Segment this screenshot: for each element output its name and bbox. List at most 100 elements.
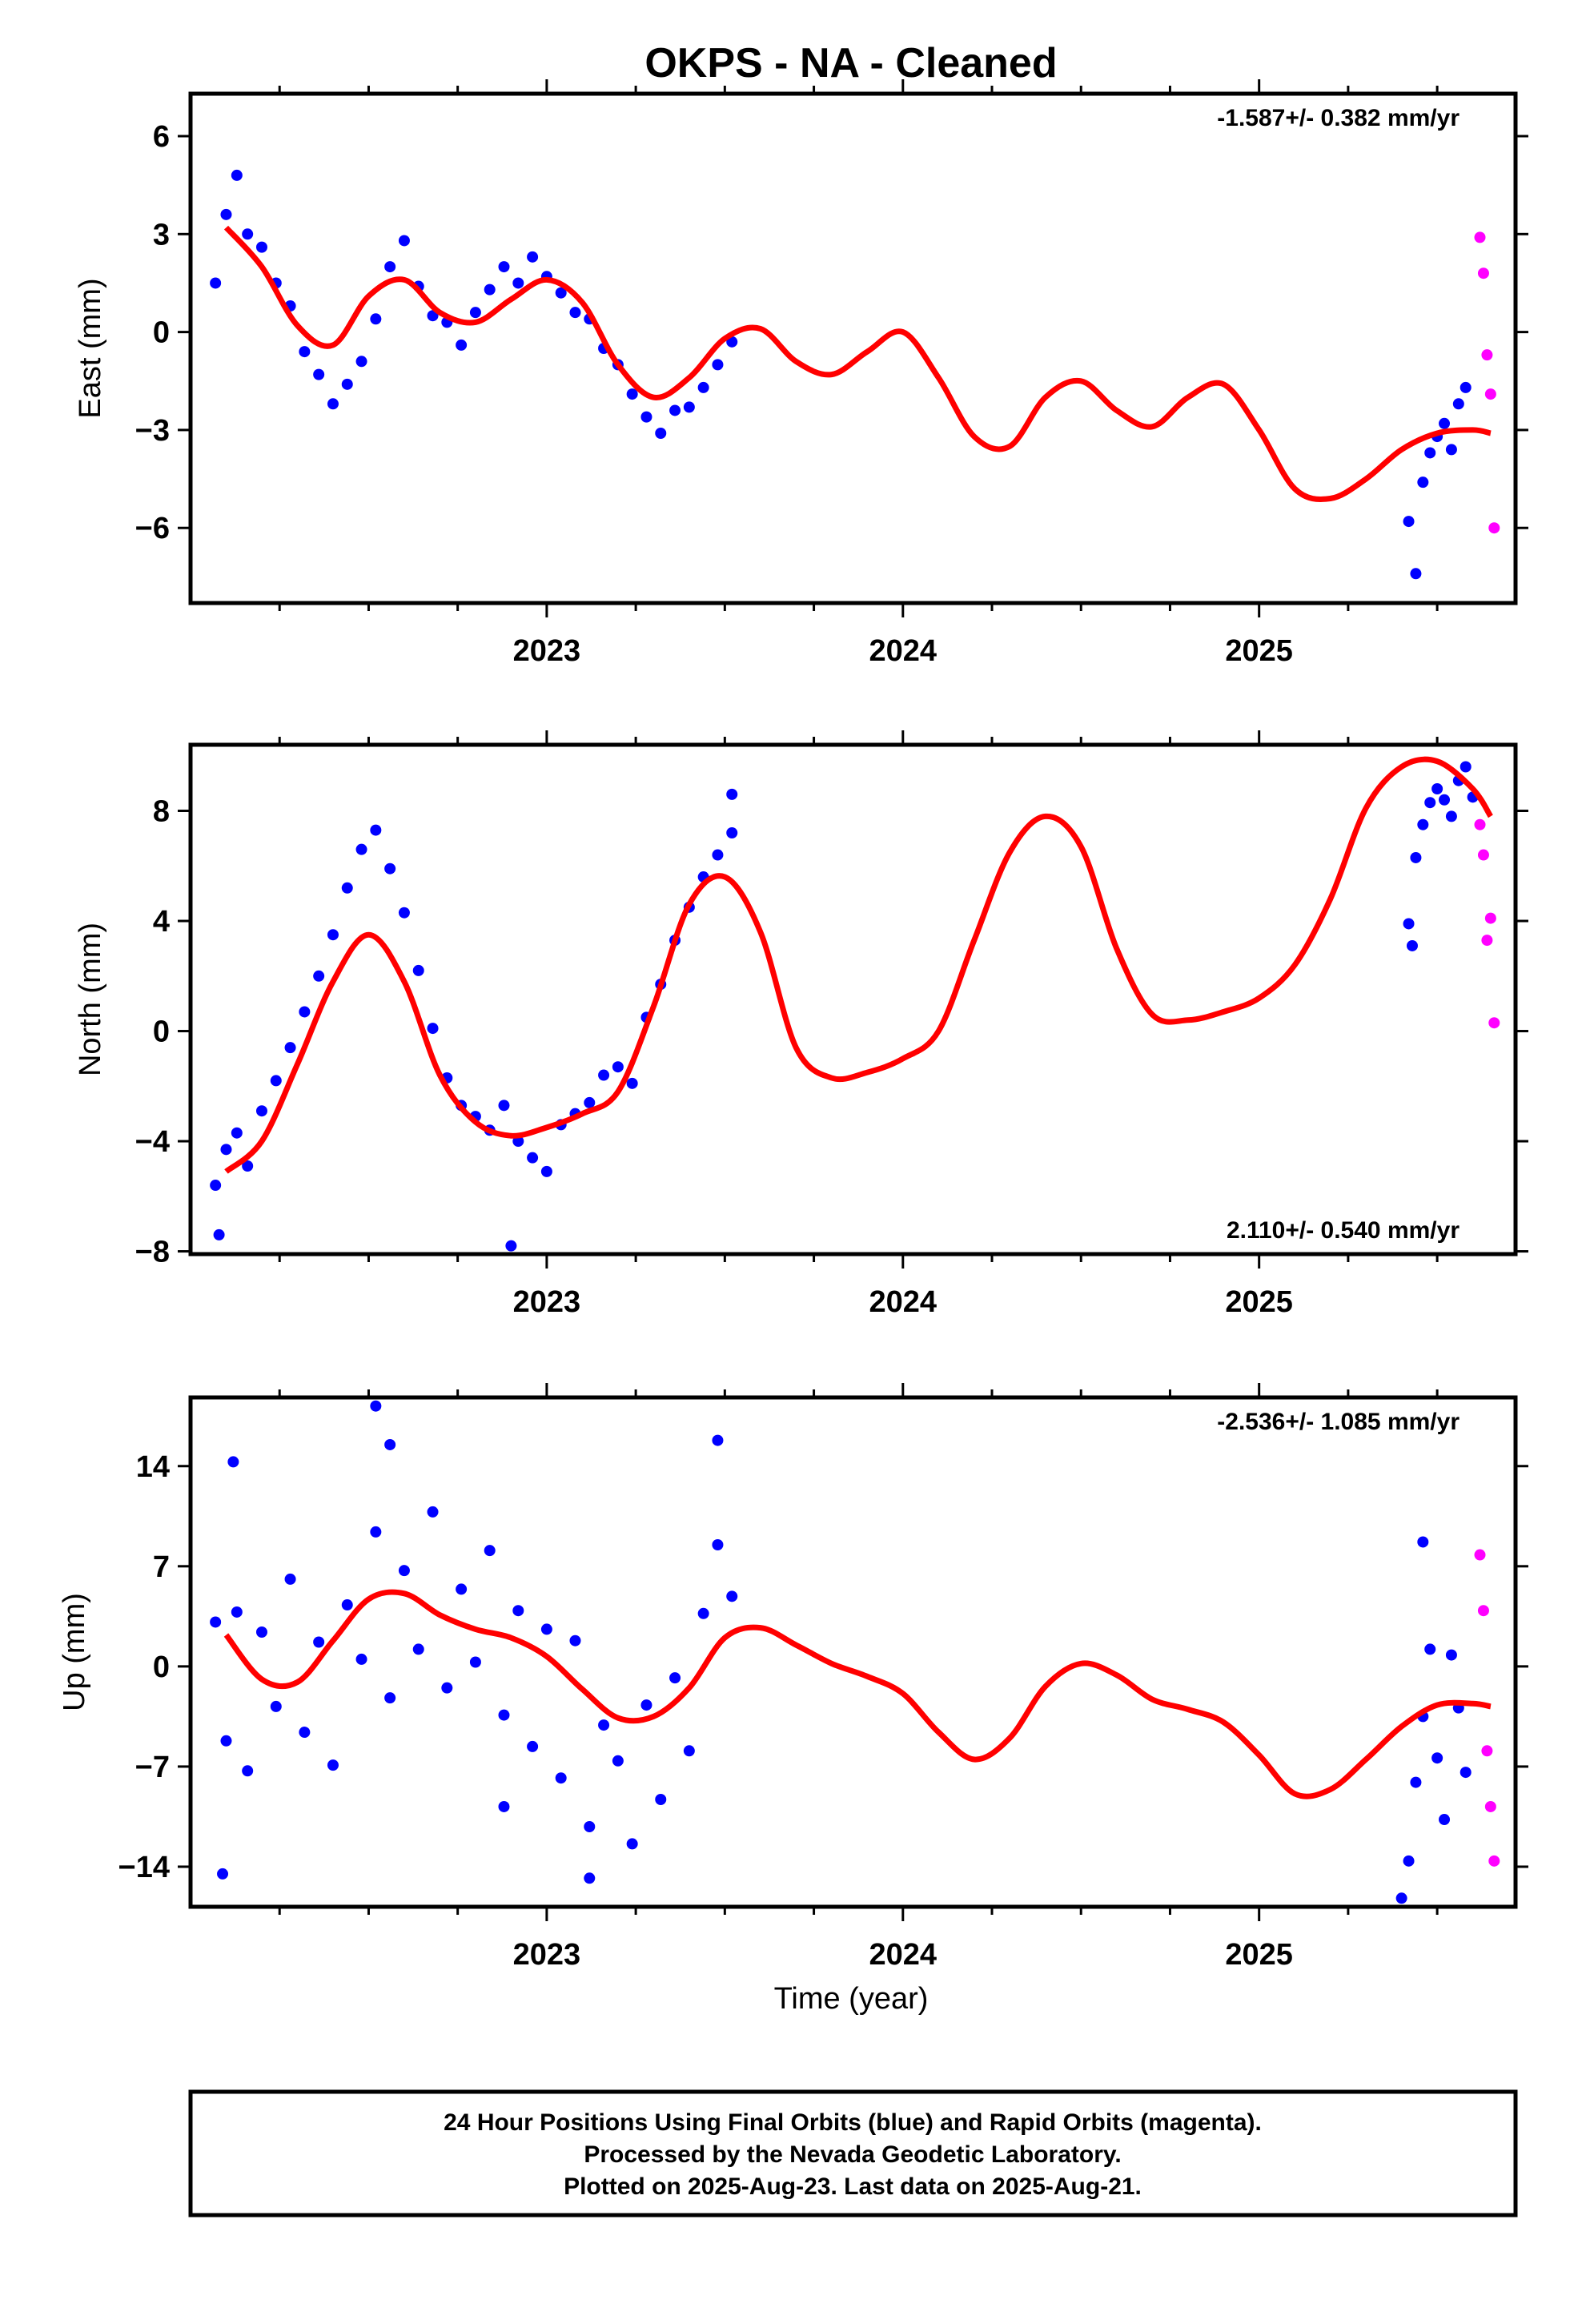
up-final-point [255,1626,267,1638]
up-final-point [669,1672,681,1684]
east-final-point [398,235,410,247]
east-rapid-point [1481,349,1493,361]
footer-line-1: 24 Hour Positions Using Final Orbits (bl… [444,2109,1262,2136]
east-final-point [370,313,382,325]
up-final-point [484,1545,496,1557]
east-final-point [220,208,232,220]
east-y-axis-label: East (mm) [74,278,107,418]
north-final-point [1445,810,1457,822]
north-x-tick-label: 2023 [513,1285,581,1319]
east-y-tick-label: 0 [153,316,170,350]
up-final-point [469,1656,481,1668]
up-final-point [569,1634,581,1647]
north-final-point [370,824,382,836]
north-model-curve [224,756,1493,1174]
east-final-point [327,398,339,410]
north-y-tick-label: −8 [135,1236,170,1269]
north-final-point [427,1023,439,1035]
north-plot-frame [188,742,1518,1256]
east-final-point [626,388,638,400]
north-rapid-point [1488,1017,1500,1029]
north-final-point [612,1061,624,1073]
north-final-point [255,1105,267,1117]
up-final-point [626,1838,638,1850]
north-final-point [220,1144,232,1156]
up-rapid-point [1484,1800,1496,1812]
up-rapid-point [1481,1745,1493,1757]
up-final-point [1431,1752,1443,1764]
up-final-point [341,1599,353,1611]
up-final-point [498,1800,510,1812]
north-final-point [498,1100,510,1112]
up-final-point [712,1434,724,1446]
east-final-point [712,359,724,371]
east-final-point [512,277,524,289]
up-final-point [555,1772,567,1784]
north-final-point [1431,783,1443,795]
up-y-tick-label: −7 [135,1751,170,1784]
north-final-point [584,1096,596,1108]
up-final-point [284,1573,296,1585]
east-final-point [231,169,243,181]
north-final-point [1406,939,1418,951]
up-rapid-point [1488,1855,1500,1867]
north-y-tick-label: 0 [153,1015,170,1049]
footer-line-3: Plotted on 2025-Aug-23. Last data on 202… [564,2173,1142,2200]
east-panel: 2023 2024 2025 6 3 0 −3 −6 East (mm) -1.587+/- 0.… [74,79,1528,668]
east-final-point [1439,417,1451,429]
east-final-point [255,241,267,253]
up-final-point [441,1682,453,1694]
up-final-point [210,1616,222,1628]
east-final-point [299,346,311,358]
north-rapid-point [1481,935,1493,947]
up-final-point [412,1643,424,1655]
up-final-point [456,1583,468,1595]
up-final-point [270,1700,282,1712]
north-y-axis-label: North (mm) [74,923,107,1076]
up-final-point [527,1740,539,1752]
east-final-point [384,261,396,273]
up-x-tick-label: 2025 [1225,1938,1293,1972]
chart-title: OKPS - NA - Cleaned [644,40,1057,86]
north-final-point [1417,818,1429,830]
north-rapid-point [1477,849,1489,861]
up-rate-label: -2.536+/- 1.085 mm/yr [1217,1409,1460,1435]
east-x-tick-label: 2025 [1225,634,1293,668]
east-x-tick-label: 2023 [513,634,581,668]
north-final-point [527,1152,539,1164]
east-final-point [569,307,581,319]
north-final-point [231,1127,243,1139]
footer-line-2: Processed by the Nevada Geodetic Laborat… [584,2141,1121,2168]
up-y-tick-label: 14 [136,1450,170,1484]
north-rapid-point [1484,912,1496,924]
north-y-tick-label: −4 [135,1125,170,1159]
up-final-point [227,1456,239,1468]
up-panel: 2023 2024 2025 14 7 0 −7 −14 Up (mm) -2.536+/- 1.… [58,1383,1528,1972]
east-model-curve [223,225,1492,502]
east-final-point [498,261,510,273]
up-final-point [1395,1892,1407,1904]
east-final-point [341,378,353,390]
up-final-point [398,1565,410,1577]
east-final-point [1445,444,1457,456]
east-final-point [527,251,539,263]
north-final-point [1439,794,1451,806]
up-final-point [384,1438,396,1450]
north-final-point [210,1180,222,1192]
east-final-point [1417,476,1429,489]
up-y-tick-label: 7 [153,1550,170,1584]
up-final-point [612,1755,624,1767]
east-y-tick-label: −6 [135,512,170,545]
up-final-point [220,1735,232,1747]
north-final-point [1460,761,1472,773]
east-final-point [655,428,667,439]
north-final-point [313,970,325,982]
north-final-point [726,827,738,839]
up-x-tick-label: 2024 [869,1938,938,1972]
x-axis-label: Time (year) [774,1982,929,2016]
east-x-tick-label: 2024 [869,634,938,668]
east-plot-frame [188,91,1518,605]
up-final-point [584,1872,596,1884]
north-final-point [213,1228,225,1240]
east-rapid-point [1488,522,1500,534]
